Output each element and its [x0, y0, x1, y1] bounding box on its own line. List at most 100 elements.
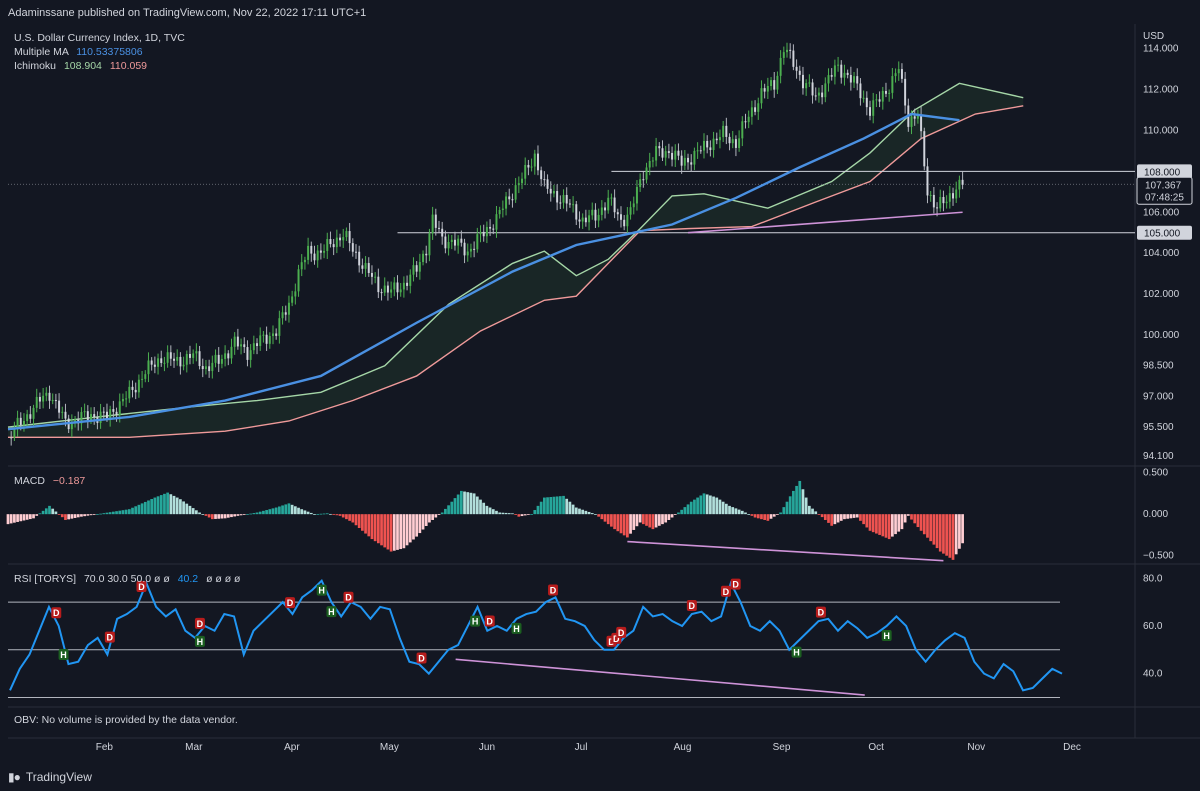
- candle-body[interactable]: [243, 344, 246, 348]
- candle-body[interactable]: [179, 356, 182, 367]
- candle-body[interactable]: [70, 422, 73, 430]
- candle-body[interactable]: [434, 214, 437, 228]
- candle-body[interactable]: [233, 336, 236, 347]
- candle-body[interactable]: [955, 189, 958, 199]
- candle-body[interactable]: [438, 227, 440, 229]
- candle-body[interactable]: [131, 386, 134, 390]
- candle-body[interactable]: [399, 289, 402, 293]
- candle-body[interactable]: [367, 263, 370, 273]
- candle-body[interactable]: [377, 276, 380, 293]
- candle-body[interactable]: [220, 358, 223, 364]
- candle-body[interactable]: [712, 138, 715, 150]
- candle-body[interactable]: [658, 146, 661, 149]
- candle-body[interactable]: [303, 259, 306, 263]
- candle-body[interactable]: [760, 88, 763, 104]
- candle-body[interactable]: [517, 183, 520, 186]
- candle-body[interactable]: [613, 197, 616, 213]
- candle-body[interactable]: [252, 343, 255, 351]
- candle-body[interactable]: [396, 282, 399, 293]
- candle-body[interactable]: [527, 164, 530, 168]
- candle-body[interactable]: [19, 417, 22, 425]
- candle-body[interactable]: [361, 265, 364, 269]
- candle-body[interactable]: [166, 352, 169, 363]
- candle-body[interactable]: [10, 437, 13, 439]
- candle-body[interactable]: [568, 203, 571, 205]
- candle-body[interactable]: [370, 272, 373, 277]
- candle-body[interactable]: [281, 312, 284, 319]
- candle-body[interactable]: [35, 396, 38, 408]
- candle-body[interactable]: [482, 231, 485, 237]
- candle-body[interactable]: [725, 125, 728, 137]
- candle-body[interactable]: [750, 107, 753, 117]
- candle-body[interactable]: [505, 196, 508, 209]
- candle-body[interactable]: [897, 69, 900, 74]
- candle-body[interactable]: [316, 250, 319, 261]
- candle-body[interactable]: [469, 248, 472, 252]
- candle-body[interactable]: [355, 251, 357, 253]
- candle-body[interactable]: [278, 318, 281, 336]
- candle-body[interactable]: [479, 231, 482, 235]
- candle-body[interactable]: [811, 82, 814, 96]
- candle-body[interactable]: [74, 419, 77, 423]
- candle-body[interactable]: [709, 147, 712, 150]
- candle-body[interactable]: [680, 155, 683, 166]
- candle-body[interactable]: [453, 239, 456, 246]
- candle-body[interactable]: [275, 333, 278, 336]
- candle-body[interactable]: [728, 136, 731, 144]
- candle-body[interactable]: [789, 49, 792, 51]
- candle-body[interactable]: [642, 179, 645, 181]
- candle-body[interactable]: [176, 356, 179, 361]
- candle-body[interactable]: [581, 217, 584, 222]
- candle-body[interactable]: [757, 103, 760, 112]
- candle-body[interactable]: [428, 233, 431, 256]
- candle-body[interactable]: [610, 197, 613, 199]
- candle-body[interactable]: [722, 125, 725, 138]
- candle-body[interactable]: [929, 194, 932, 196]
- candle-body[interactable]: [718, 137, 721, 141]
- candle-body[interactable]: [431, 214, 434, 234]
- candle-body[interactable]: [208, 366, 211, 372]
- candle-body[interactable]: [594, 209, 597, 221]
- candle-body[interactable]: [607, 197, 610, 211]
- candle-body[interactable]: [463, 242, 466, 256]
- candle-body[interactable]: [390, 289, 393, 293]
- candle-body[interactable]: [125, 398, 128, 400]
- candle-body[interactable]: [450, 239, 453, 242]
- candle-body[interactable]: [837, 64, 840, 66]
- candle-body[interactable]: [13, 428, 16, 438]
- candle-body[interactable]: [923, 131, 926, 167]
- candle-body[interactable]: [291, 296, 294, 303]
- candle-body[interactable]: [58, 400, 61, 413]
- candle-body[interactable]: [766, 86, 769, 92]
- candle-body[interactable]: [536, 153, 539, 171]
- candle-body[interactable]: [872, 100, 875, 116]
- candle-body[interactable]: [754, 107, 757, 112]
- candle-body[interactable]: [182, 364, 185, 367]
- candle-body[interactable]: [227, 353, 230, 359]
- candle-body[interactable]: [102, 411, 105, 413]
- candle-body[interactable]: [418, 262, 421, 272]
- candle-body[interactable]: [236, 336, 239, 347]
- candle-body[interactable]: [211, 362, 214, 372]
- candle-body[interactable]: [300, 262, 303, 270]
- candle-body[interactable]: [770, 80, 773, 87]
- candle-body[interactable]: [38, 396, 41, 402]
- candle-body[interactable]: [942, 196, 945, 204]
- candle-body[interactable]: [556, 191, 559, 203]
- candle-body[interactable]: [26, 414, 29, 421]
- candle-body[interactable]: [99, 411, 102, 423]
- candle-body[interactable]: [380, 292, 383, 294]
- candle-body[interactable]: [157, 358, 160, 367]
- candle-body[interactable]: [540, 170, 543, 180]
- candle-body[interactable]: [80, 412, 83, 424]
- candle-body[interactable]: [559, 202, 562, 204]
- candle-body[interactable]: [600, 207, 603, 215]
- candle-body[interactable]: [916, 114, 919, 119]
- candle-body[interactable]: [297, 269, 300, 292]
- candle-body[interactable]: [773, 80, 776, 90]
- candle-body[interactable]: [875, 99, 878, 101]
- candle-body[interactable]: [706, 140, 709, 148]
- candle-body[interactable]: [22, 420, 25, 425]
- candle-body[interactable]: [498, 209, 501, 215]
- candle-body[interactable]: [485, 227, 488, 237]
